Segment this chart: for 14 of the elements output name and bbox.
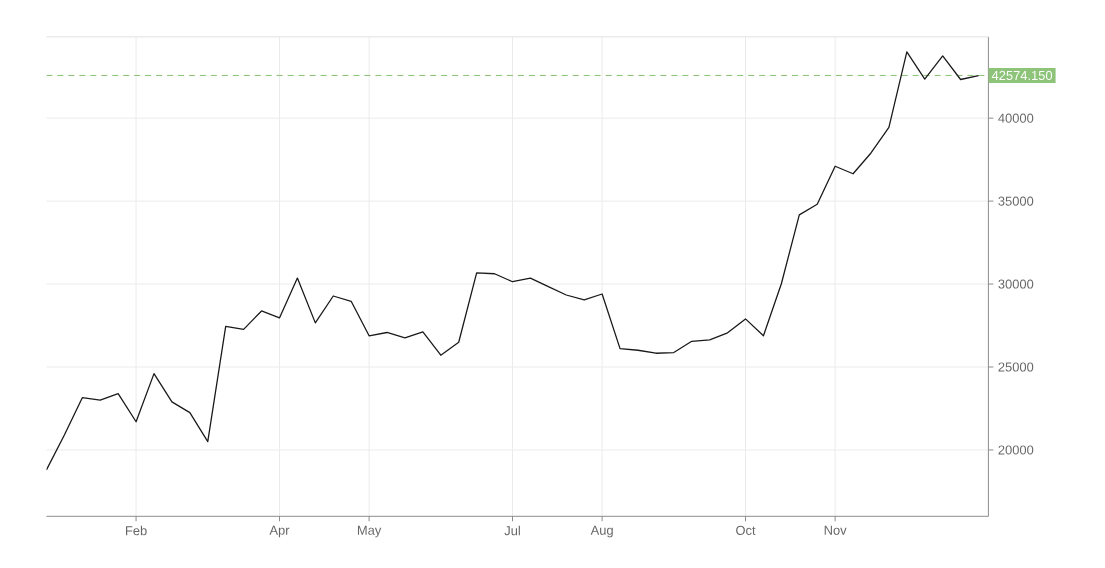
y-tick-label: 30000 — [998, 279, 1034, 289]
line-series — [46, 51, 980, 471]
y-tick-label: 20000 — [998, 445, 1034, 455]
x-tick-label: Apr — [269, 525, 290, 538]
x-tick-label: Jul — [504, 525, 520, 536]
y-tick-label: 25000 — [998, 362, 1034, 372]
x-tick-label: Nov — [824, 525, 847, 535]
x-tick-label: Aug — [590, 525, 613, 538]
x-tick-label: Oct — [736, 525, 756, 535]
x-tick-label: Feb — [126, 525, 147, 536]
y-tick-label: 40000 — [998, 113, 1034, 123]
x-tick-label: May — [357, 525, 382, 538]
y-tick-label: 35000 — [998, 196, 1034, 206]
ref-line-label: 42574.150 — [991, 70, 1053, 80]
